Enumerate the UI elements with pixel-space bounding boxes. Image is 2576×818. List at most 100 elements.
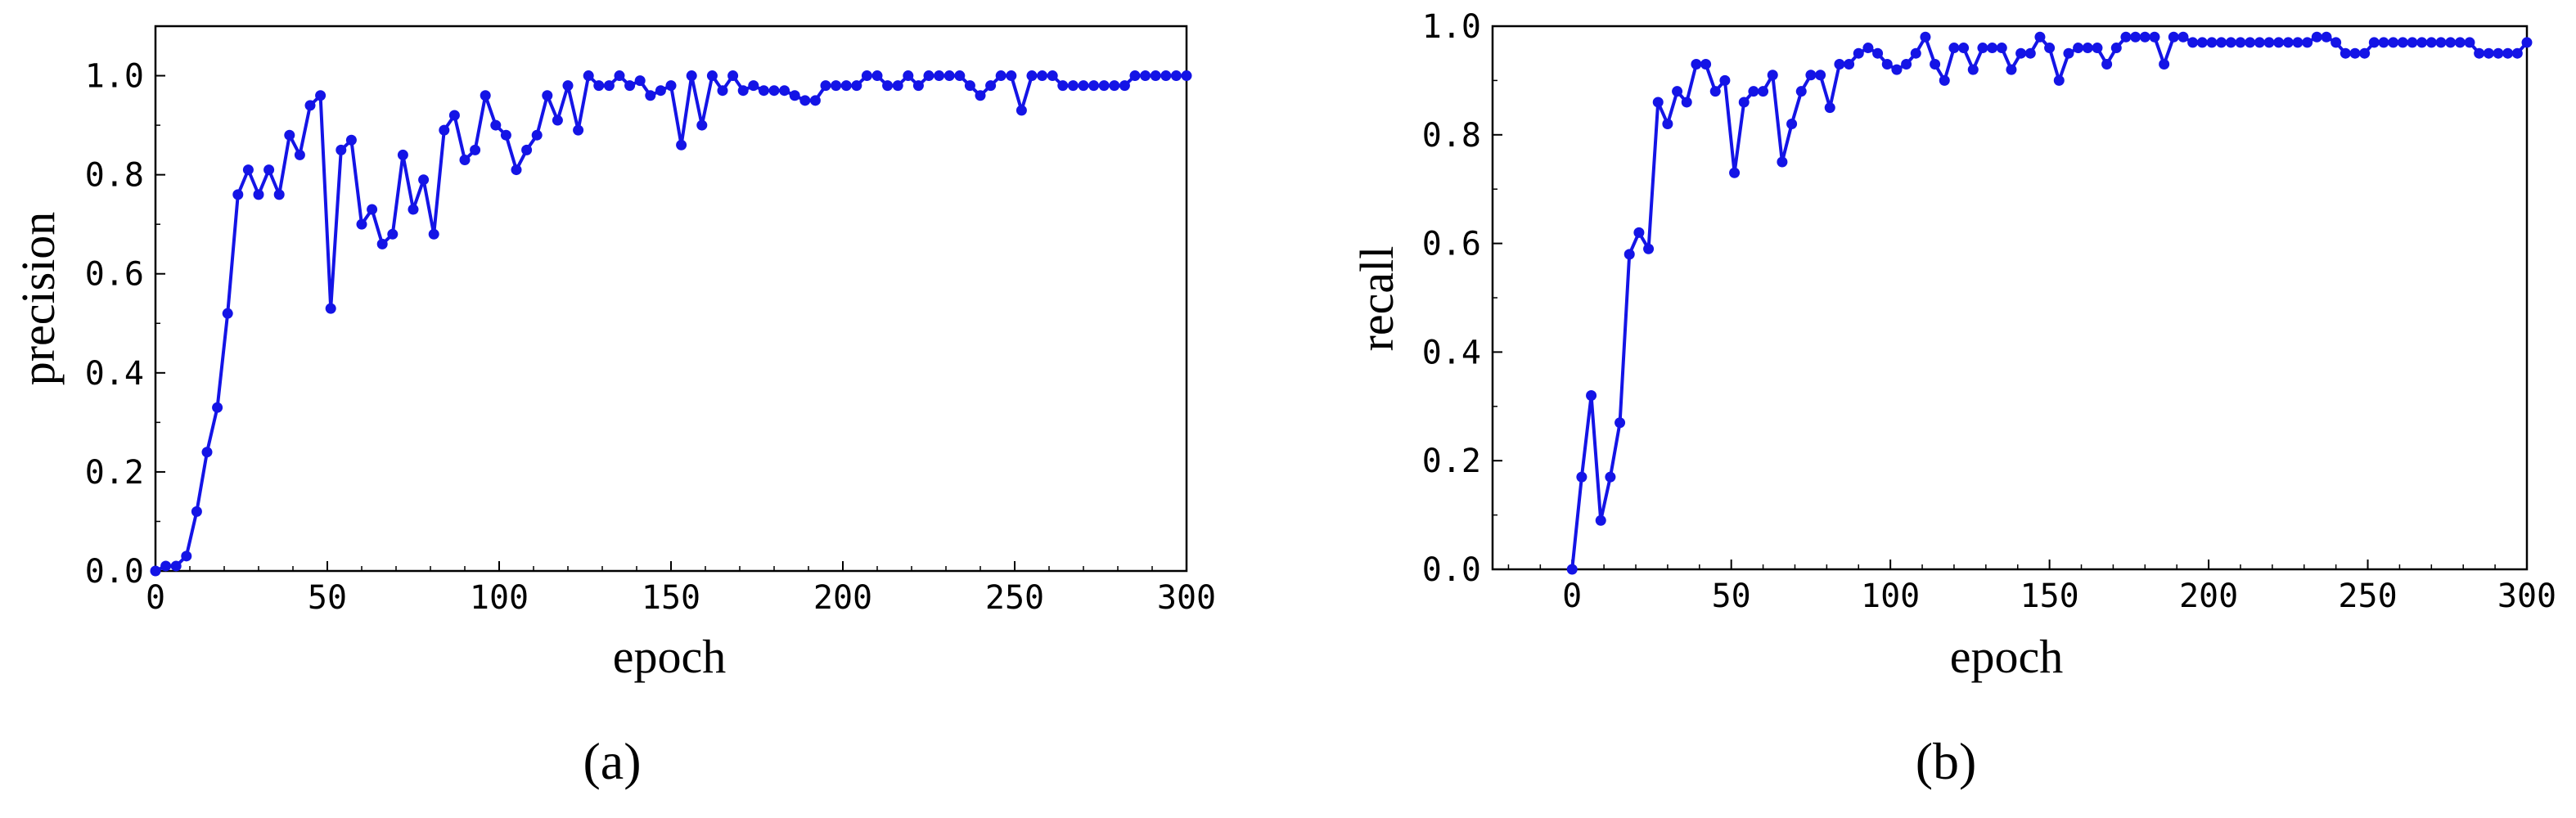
recall-point [1719,74,1731,86]
precision-point [284,129,295,141]
precision-point [779,85,790,97]
precision-point [232,189,244,200]
precision-point [583,70,594,82]
precision-point [191,506,202,517]
recall-point [1576,471,1587,483]
precision-x-tick-label: 100 [470,579,529,617]
recall-point [1834,58,1845,70]
recall-point [1987,43,1998,54]
recall-point [2254,37,2265,48]
recall-point [1595,515,1606,526]
precision-point [531,129,543,141]
recall-point [2187,37,2199,48]
recall-point [1901,58,1912,70]
precision-x-tick-label: 50 [308,579,347,617]
precision-point [655,85,666,97]
recall-x-tick-label: 300 [2497,578,2556,615]
precision-chart: 0 50 100 150 200 250 300 0.0 0.2 0.4 0.6 0.8 1.0 epo… [11,25,1216,790]
precision-point [459,154,471,165]
recall-x-axis-label: epoch [1950,630,2064,683]
precision-point [470,144,481,155]
recall-point [1977,43,1988,54]
precision-point [809,95,821,106]
recall-point [1566,564,1578,575]
recall-chart: 0 50 100 150 200 250 300 0.0 0.2 0.4 0.6 0.8 1.0 epo… [1350,8,2556,790]
precision-point [975,90,986,101]
precision-point [201,447,213,458]
precision-point [562,80,574,92]
recall-series [1566,31,2533,575]
precision-point [1088,80,1100,92]
recall-point [2092,43,2103,54]
precision-point [397,149,408,160]
precision-point [552,115,563,126]
precision-point [315,90,327,101]
recall-point [2368,37,2380,48]
precision-point [758,85,769,97]
recall-plot-frame [1491,25,2529,571]
recall-point [2034,31,2046,43]
recall-x-tick-label: 0 [1562,578,1582,615]
recall-point [2063,47,2074,59]
precision-point [820,80,831,92]
precision-point [1067,80,1079,92]
recall-point [1815,70,1826,81]
precision-point [181,551,192,562]
recall-point [1748,86,1759,97]
precision-point [1057,80,1069,92]
precision-point [717,85,728,97]
precision-point [1140,70,1151,82]
precision-point [676,139,687,151]
precision-point [1170,70,1182,82]
recall-x-tick-label: 100 [1861,578,1920,615]
recall-point [1738,97,1750,108]
recall-point [2235,37,2246,48]
precision-point [665,80,677,92]
precision-point [871,70,883,82]
recall-point [2378,37,2389,48]
recall-point [1777,156,1788,168]
recall-point [1643,243,1655,254]
precision-point [1006,70,1017,82]
precision-point [345,134,357,146]
recall-point [1605,471,1616,483]
recall-point [2245,37,2256,48]
precision-point [1037,70,1048,82]
precision-point [1129,70,1141,82]
precision-point [325,303,336,314]
recall-point [1729,167,1741,178]
precision-point [593,80,605,92]
precision-point [985,80,997,92]
precision-point [614,70,625,82]
recall-point [2340,47,2351,59]
precision-point [573,124,584,136]
recall-x-tick-label: 50 [1712,578,1751,615]
recall-point [2511,47,2523,59]
precision-point [831,80,842,92]
precision-point [645,90,656,101]
precision-point [799,95,811,106]
recall-point [1967,64,1979,75]
recall-point [1996,43,2007,54]
recall-point [1691,58,1702,70]
recall-point [1709,86,1721,97]
precision-point [160,560,172,572]
precision-point [1047,70,1058,82]
recall-point [2388,37,2399,48]
recall-point [1652,97,1664,108]
recall-point [1881,58,1893,70]
precision-point [851,80,862,92]
recall-point [2416,37,2428,48]
precision-point [294,149,305,160]
recall-point [2359,47,2371,59]
recall-point [2311,31,2322,43]
recall-point [1633,227,1645,238]
precision-point [170,560,182,572]
recall-point [2263,37,2275,48]
precision-point [439,124,450,136]
recall-point [2425,37,2437,48]
recall-point [2130,31,2141,43]
recall-point [2216,37,2227,48]
recall-point [2407,37,2418,48]
